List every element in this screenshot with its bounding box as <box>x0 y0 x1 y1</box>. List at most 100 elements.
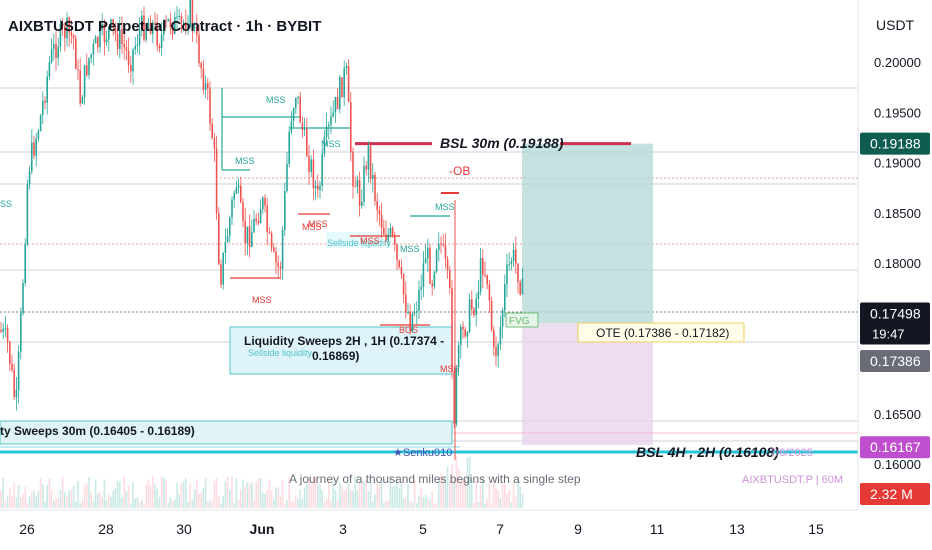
mss-label: MSS <box>266 95 286 105</box>
volume-bar <box>37 490 40 508</box>
candle-body <box>517 263 519 283</box>
volume-bar <box>372 501 374 508</box>
candle-body <box>262 197 264 210</box>
time-tick-label: 7 <box>496 521 504 537</box>
candle-body <box>376 201 378 211</box>
volume-bar <box>116 480 119 508</box>
volume-bar <box>75 501 77 508</box>
volume-bar <box>202 487 205 508</box>
candle-body <box>266 205 268 233</box>
volume-bar <box>143 503 145 508</box>
price-axis[interactable]: 0.20000 0.19500 0.19000 0.18500 0.18000 0.165… <box>874 55 921 472</box>
mss-label: MSS <box>235 156 255 166</box>
volume-bar <box>442 477 444 508</box>
volume-bar <box>105 500 108 508</box>
watermark-symbol: AIXBTUSDT.P | 60M <box>742 474 843 486</box>
volume-bar <box>156 488 158 508</box>
candle-body <box>405 294 407 313</box>
candle-body <box>202 68 205 90</box>
candle-body <box>299 96 301 123</box>
candle-body <box>449 270 451 289</box>
candle-body <box>50 48 53 63</box>
candle-body <box>125 47 128 51</box>
candle-body <box>145 28 147 40</box>
volume-bar <box>308 476 310 508</box>
candle-body <box>273 247 275 252</box>
volume-bar <box>495 487 497 508</box>
candle-body <box>160 34 163 49</box>
candle-body <box>196 26 198 35</box>
candle-body <box>277 262 279 267</box>
volume-bar <box>347 484 350 508</box>
candle-body <box>345 66 348 69</box>
volume-bar <box>101 497 103 508</box>
volume-bar <box>424 495 427 508</box>
candle-body <box>53 44 55 49</box>
candle-body <box>422 263 425 288</box>
candle-body <box>508 263 510 265</box>
time-axis[interactable]: 26 28 30 Jun 3 5 7 9 11 13 15 <box>19 521 824 537</box>
volume-bar <box>204 478 207 508</box>
volume-bar <box>358 481 361 508</box>
candle-body <box>416 311 418 313</box>
candle-body <box>211 123 213 139</box>
candle-body <box>380 214 383 229</box>
candle-body <box>259 209 262 224</box>
candle-body <box>433 271 436 287</box>
volume-bar <box>385 500 387 508</box>
candle-body <box>242 202 244 221</box>
volume-bar <box>433 503 436 508</box>
volume-bar <box>130 503 132 508</box>
candle-body <box>275 251 277 263</box>
candle-body <box>358 179 361 206</box>
candle-body <box>0 330 2 332</box>
candle-body <box>499 326 502 345</box>
candle-body <box>167 18 169 22</box>
price-badge <box>860 350 930 372</box>
price-tick-label: 0.18000 <box>874 256 921 271</box>
candle-body <box>297 96 299 99</box>
candle-body <box>462 326 464 330</box>
candle-body <box>193 26 196 29</box>
volume-bar <box>224 481 227 508</box>
volume-bar <box>90 491 92 508</box>
candle-body <box>143 15 145 40</box>
candles-layer <box>0 0 524 508</box>
volume-bar <box>187 501 189 508</box>
candle-body <box>325 126 328 138</box>
candle-body <box>110 19 112 28</box>
volume-bar <box>312 476 315 508</box>
volume-bar <box>281 480 284 508</box>
volume-bar <box>499 498 502 508</box>
candle-body <box>28 170 31 185</box>
volume-bar <box>59 489 62 508</box>
price-tick-label: 0.16000 <box>874 457 921 472</box>
candle-body <box>409 312 411 331</box>
volume-bar <box>196 479 198 508</box>
currency-label: USDT <box>876 17 915 33</box>
candle-body <box>442 244 444 246</box>
candle-body <box>281 230 284 269</box>
volume-bar <box>325 498 328 508</box>
volume-bar <box>303 487 306 508</box>
candle-body <box>121 29 123 44</box>
volume-bar <box>383 502 385 508</box>
volume-bar <box>163 477 165 508</box>
candle-body <box>310 159 312 172</box>
candle-body <box>479 258 482 292</box>
price-badge <box>860 483 930 505</box>
volume-bar <box>466 457 469 508</box>
candle-body <box>504 284 506 311</box>
candle-body <box>515 249 517 264</box>
volume-bar <box>2 477 4 508</box>
volume-bar <box>255 481 257 508</box>
volume-bar <box>158 496 161 508</box>
volume-bar <box>387 500 389 508</box>
candle-body <box>66 17 68 39</box>
candle-body <box>389 228 392 235</box>
time-tick-label: 30 <box>176 521 192 537</box>
volume-bar <box>108 494 110 508</box>
volume-bar <box>213 481 216 508</box>
